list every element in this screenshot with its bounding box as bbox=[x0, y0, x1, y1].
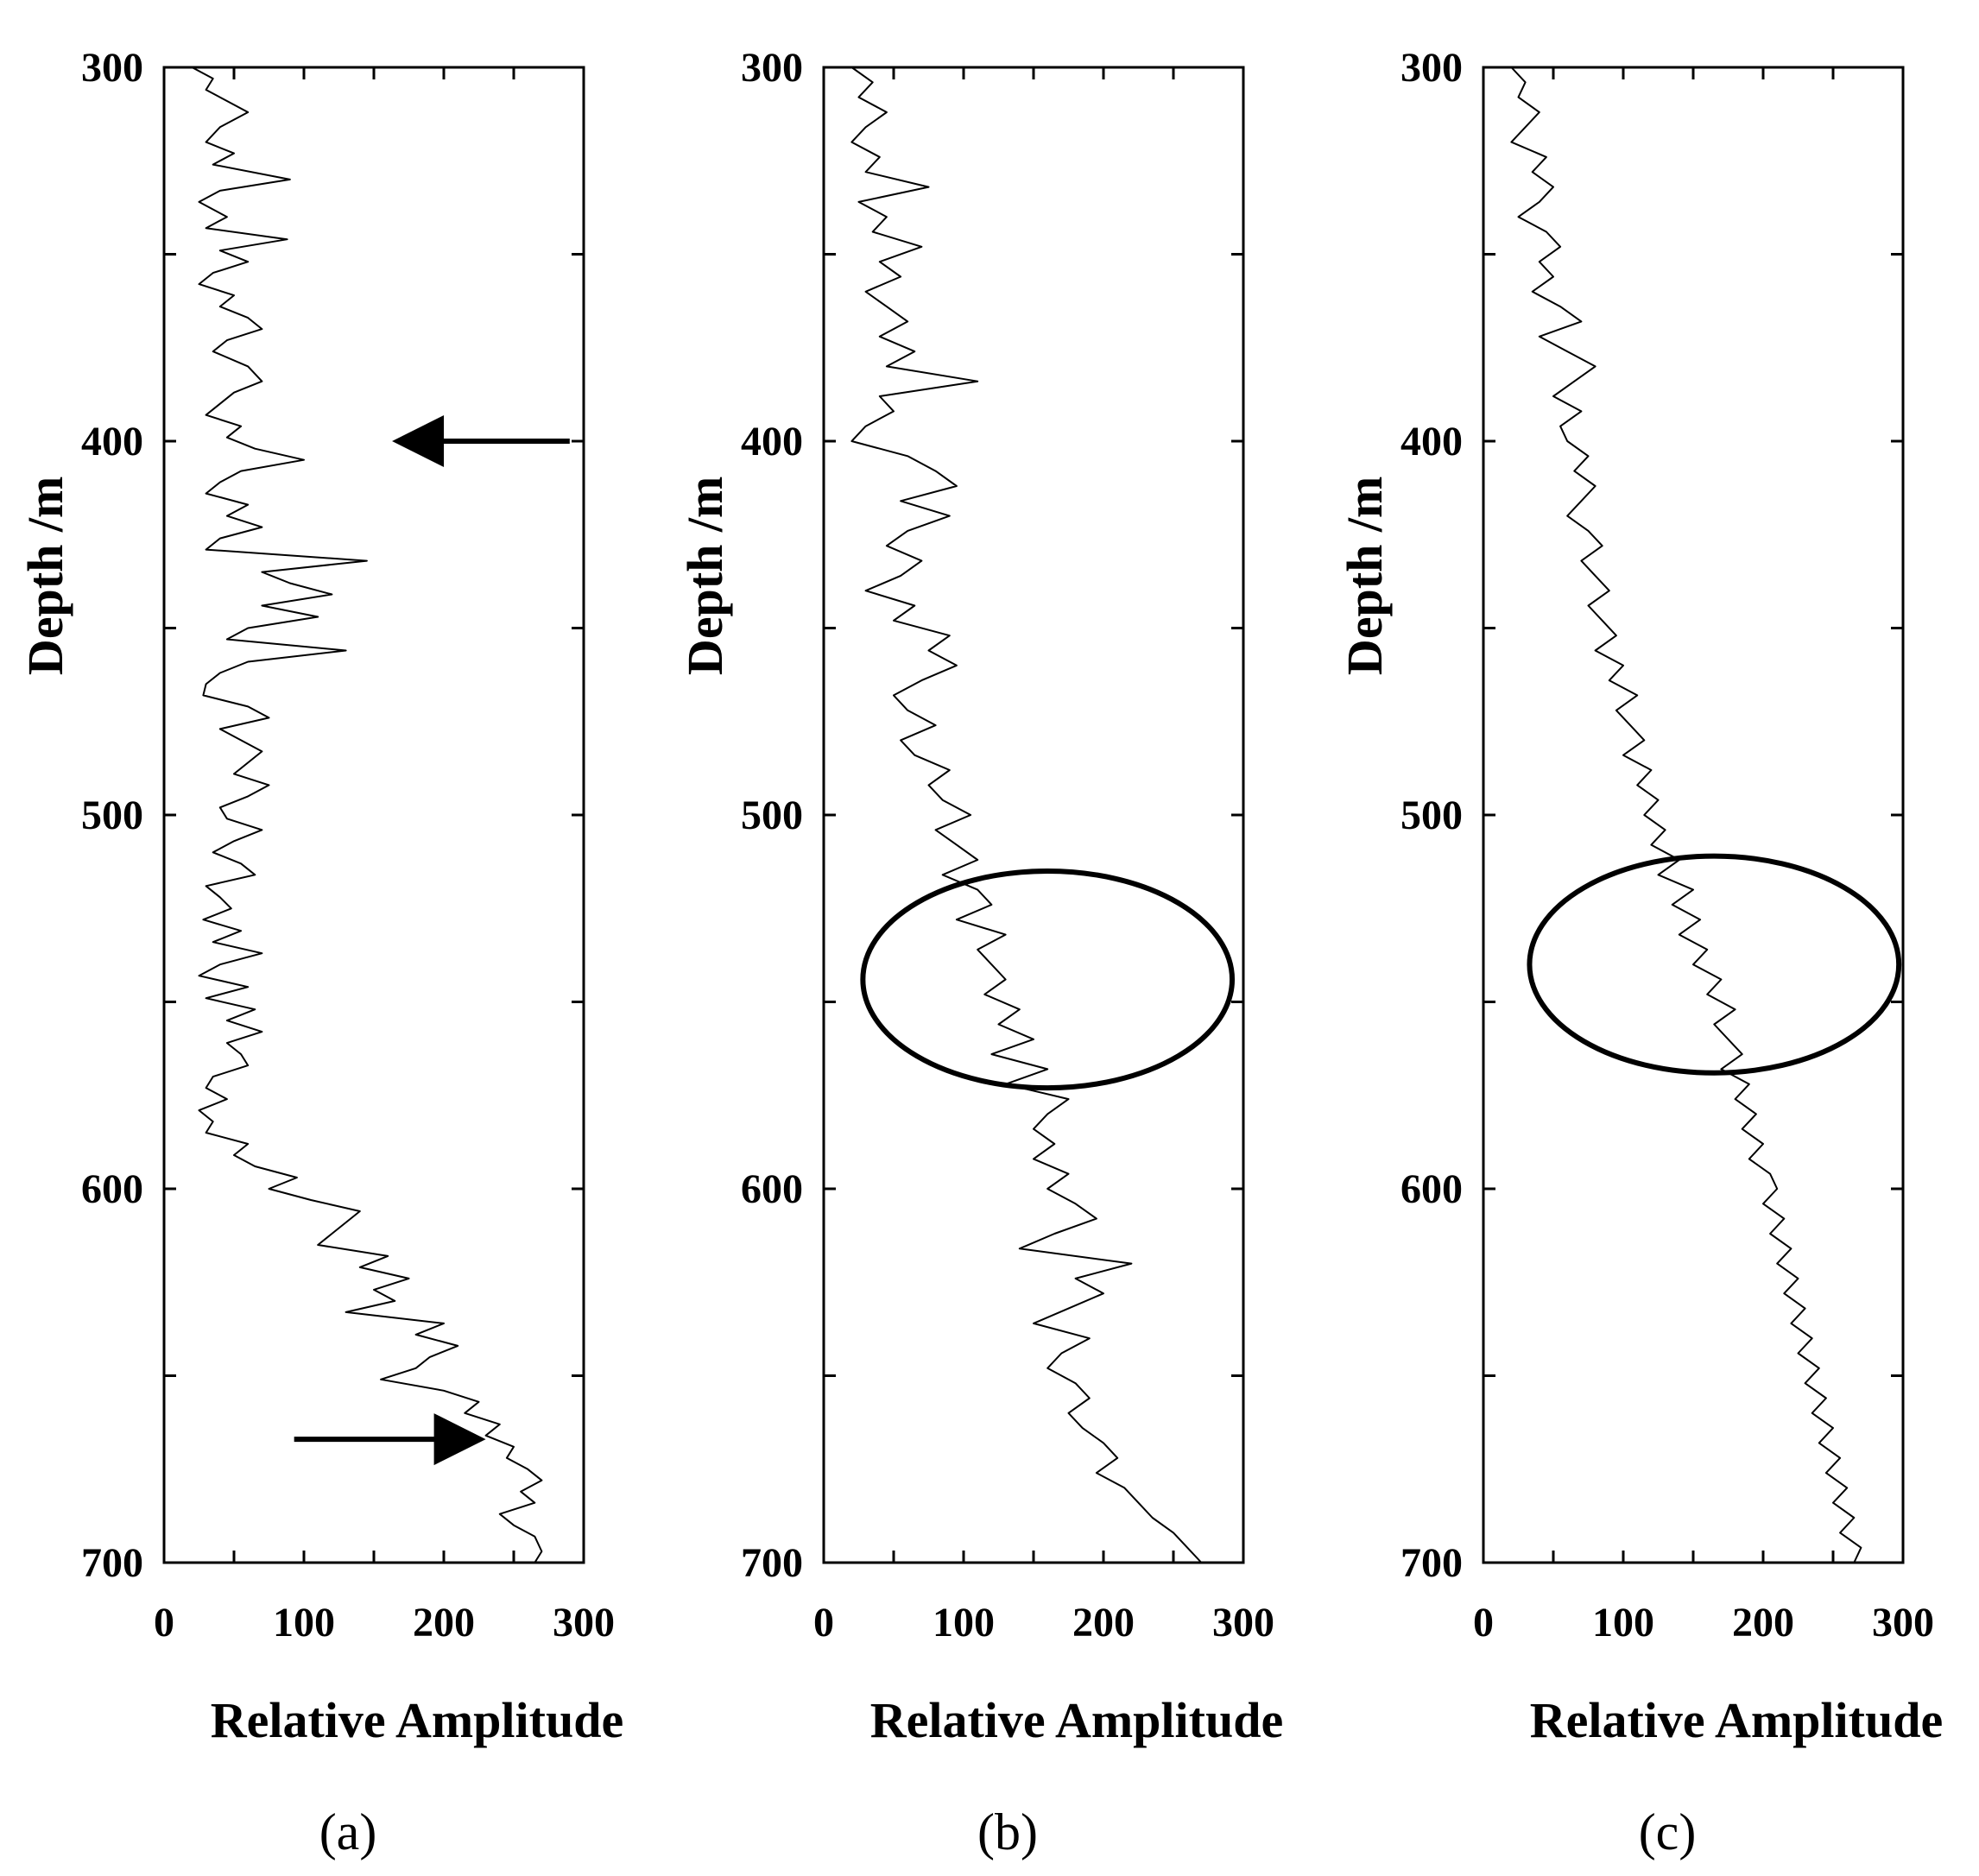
x-tick-label: 300 bbox=[1212, 1600, 1274, 1645]
x-tick-label: 300 bbox=[553, 1600, 615, 1645]
y-tick-label: 400 bbox=[81, 419, 143, 464]
y-tick-label: 300 bbox=[741, 45, 803, 91]
panel-label: (a) bbox=[319, 1803, 377, 1860]
y-tick-label: 500 bbox=[81, 793, 143, 838]
y-tick-label: 500 bbox=[741, 793, 803, 838]
x-tick-label: 200 bbox=[1732, 1600, 1794, 1645]
y-tick-label: 600 bbox=[1400, 1166, 1463, 1212]
y-tick-label: 600 bbox=[741, 1166, 803, 1212]
y-tick-label: 400 bbox=[741, 419, 803, 464]
plot-frame bbox=[1482, 66, 1905, 1564]
x-tick-label: 100 bbox=[933, 1600, 995, 1645]
y-tick-label: 500 bbox=[1400, 793, 1463, 838]
x-tick-label: 300 bbox=[1872, 1600, 1934, 1645]
highlight-ellipse bbox=[1527, 853, 1902, 1076]
x-tick-label: 0 bbox=[1473, 1600, 1494, 1645]
x-tick-label: 200 bbox=[413, 1600, 475, 1645]
x-axis-title: Relative Amplitude bbox=[870, 1692, 1283, 1748]
y-tick-label: 400 bbox=[1400, 419, 1463, 464]
x-tick-label: 0 bbox=[154, 1600, 174, 1645]
panel-label: (b) bbox=[977, 1803, 1038, 1860]
y-axis-title: Depth /m bbox=[17, 477, 73, 675]
y-axis-title: Depth /m bbox=[1337, 477, 1393, 675]
y-tick-label: 700 bbox=[1400, 1540, 1463, 1586]
x-tick-label: 0 bbox=[813, 1600, 834, 1645]
y-axis-title: Depth /m bbox=[677, 477, 733, 675]
arrow-right-icon bbox=[433, 1413, 486, 1466]
plot-frame bbox=[162, 66, 585, 1564]
y-tick-label: 700 bbox=[741, 1540, 803, 1586]
highlight-ellipse bbox=[860, 868, 1236, 1091]
y-tick-label: 300 bbox=[1400, 45, 1463, 91]
y-tick-label: 600 bbox=[81, 1166, 143, 1212]
series-line-trace-a bbox=[191, 66, 543, 1563]
plot-frame bbox=[822, 66, 1245, 1564]
x-axis-title: Relative Amplitude bbox=[1530, 1692, 1943, 1748]
x-tick-label: 200 bbox=[1072, 1600, 1135, 1645]
y-tick-label: 300 bbox=[81, 45, 143, 91]
arrow-left-icon bbox=[392, 415, 445, 467]
x-tick-label: 100 bbox=[1592, 1600, 1654, 1645]
series-line-trace-c bbox=[1510, 66, 1862, 1563]
x-tick-label: 100 bbox=[273, 1600, 335, 1645]
panel-label: (c) bbox=[1639, 1803, 1697, 1860]
series-line-trace-b bbox=[850, 66, 1203, 1563]
y-tick-label: 700 bbox=[81, 1540, 143, 1586]
x-axis-title: Relative Amplitude bbox=[211, 1692, 623, 1748]
